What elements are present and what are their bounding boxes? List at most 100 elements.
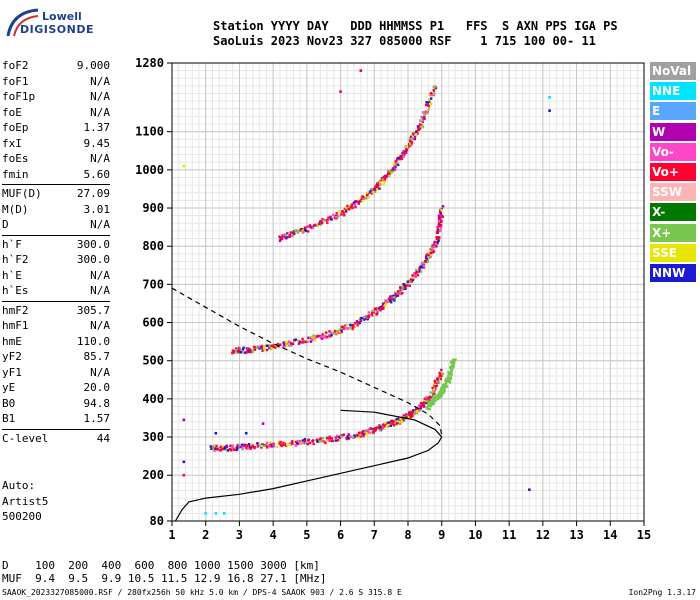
x-tick-label: 9 <box>438 528 445 542</box>
echo-point <box>416 273 420 277</box>
echo-point <box>433 388 436 391</box>
logo-line1: Lowell <box>42 10 82 23</box>
echo-point <box>291 440 294 443</box>
param-value: N/A <box>90 74 110 88</box>
echo-point <box>278 239 282 242</box>
echo-point <box>426 111 429 114</box>
echo-point <box>296 231 299 234</box>
echo-point <box>406 145 409 149</box>
echo-point <box>439 377 442 381</box>
echo-point <box>438 210 442 214</box>
echo-point <box>321 437 325 440</box>
legend-item-w: W <box>650 122 696 141</box>
echo-point <box>414 133 418 136</box>
echo-point <box>357 202 360 205</box>
echo-point <box>328 439 331 442</box>
echo-point <box>307 336 310 339</box>
echo-point <box>218 447 222 450</box>
echo-point <box>418 407 422 411</box>
echo-point <box>214 431 218 435</box>
echo-point <box>245 350 248 354</box>
x-tick-label: 8 <box>404 528 411 542</box>
echo-point <box>352 325 355 329</box>
echo-point <box>418 266 422 269</box>
echo-point <box>325 439 328 443</box>
param-row: yF2 85.7 <box>2 349 110 365</box>
echo-point <box>449 370 453 373</box>
x-tick-label: 5 <box>303 528 310 542</box>
echo-point <box>385 176 388 179</box>
echo-point <box>413 137 417 141</box>
echo-point <box>367 314 371 317</box>
echo-point <box>413 412 416 416</box>
echo-point <box>342 326 345 329</box>
echo-point <box>392 421 395 424</box>
echo-point <box>357 431 361 434</box>
echo-point <box>432 243 436 246</box>
echo-point <box>432 390 436 394</box>
echo-point <box>435 240 438 243</box>
echo-point <box>392 423 396 427</box>
echo-point <box>261 349 264 352</box>
echo-point <box>397 291 401 295</box>
echo-point <box>452 365 455 368</box>
echo-point <box>427 251 431 255</box>
x-tick-label: 13 <box>569 528 583 542</box>
echo-point <box>439 394 442 397</box>
echo-point <box>235 351 239 354</box>
echo-point <box>389 424 393 427</box>
echo-point <box>450 373 453 377</box>
param-value: 27.09 <box>76 187 110 200</box>
y-tick-label: 700 <box>142 277 164 291</box>
echo-point <box>405 413 408 416</box>
param-separator <box>2 234 110 236</box>
echo-point <box>395 422 398 425</box>
param-row: yF1 N/A <box>2 365 110 381</box>
echo-point <box>373 187 376 191</box>
echo-point <box>436 241 439 245</box>
legend-item-vo: Vo+ <box>650 162 696 181</box>
echo-point <box>366 191 369 194</box>
echo-point <box>548 96 551 99</box>
echo-point <box>412 412 415 415</box>
param-value: 44 <box>96 431 110 445</box>
param-separator <box>2 184 110 185</box>
param-row: h`F2 300.0 <box>2 252 110 268</box>
echo-point <box>428 100 431 104</box>
echo-point <box>440 391 443 394</box>
echo-point <box>290 343 293 347</box>
echo-point <box>422 266 426 269</box>
echo-point <box>364 315 368 318</box>
echo-point <box>310 335 313 338</box>
echo-point <box>311 338 314 342</box>
param-value: 3.01 <box>83 202 111 216</box>
echo-point <box>375 313 378 316</box>
echo-point <box>280 237 284 241</box>
echo-point <box>260 446 263 449</box>
echo-point <box>237 350 240 353</box>
echo-point <box>219 449 223 452</box>
echo-point <box>425 399 429 403</box>
param-label: yF1 <box>2 365 22 379</box>
echo-point <box>392 294 395 298</box>
echo-point <box>204 512 208 515</box>
echo-point <box>284 236 288 239</box>
echo-point <box>356 323 360 327</box>
echo-point <box>358 436 361 439</box>
param-value: N/A <box>90 268 110 282</box>
muf-table-line1: D 100 200 400 600 800 1000 1500 3000 [km… <box>2 559 320 572</box>
echo-point <box>410 413 413 417</box>
echo-point <box>440 374 443 378</box>
echo-point <box>279 440 282 444</box>
echo-point <box>359 69 363 72</box>
echo-point <box>408 145 411 148</box>
echo-point <box>439 388 443 391</box>
echo-point <box>450 360 453 363</box>
echo-point <box>326 335 329 339</box>
echo-point <box>343 207 347 211</box>
echo-point <box>437 215 441 218</box>
echo-point <box>411 132 415 135</box>
echo-point <box>346 323 349 326</box>
echo-point <box>231 446 234 449</box>
echo-point <box>379 309 382 312</box>
